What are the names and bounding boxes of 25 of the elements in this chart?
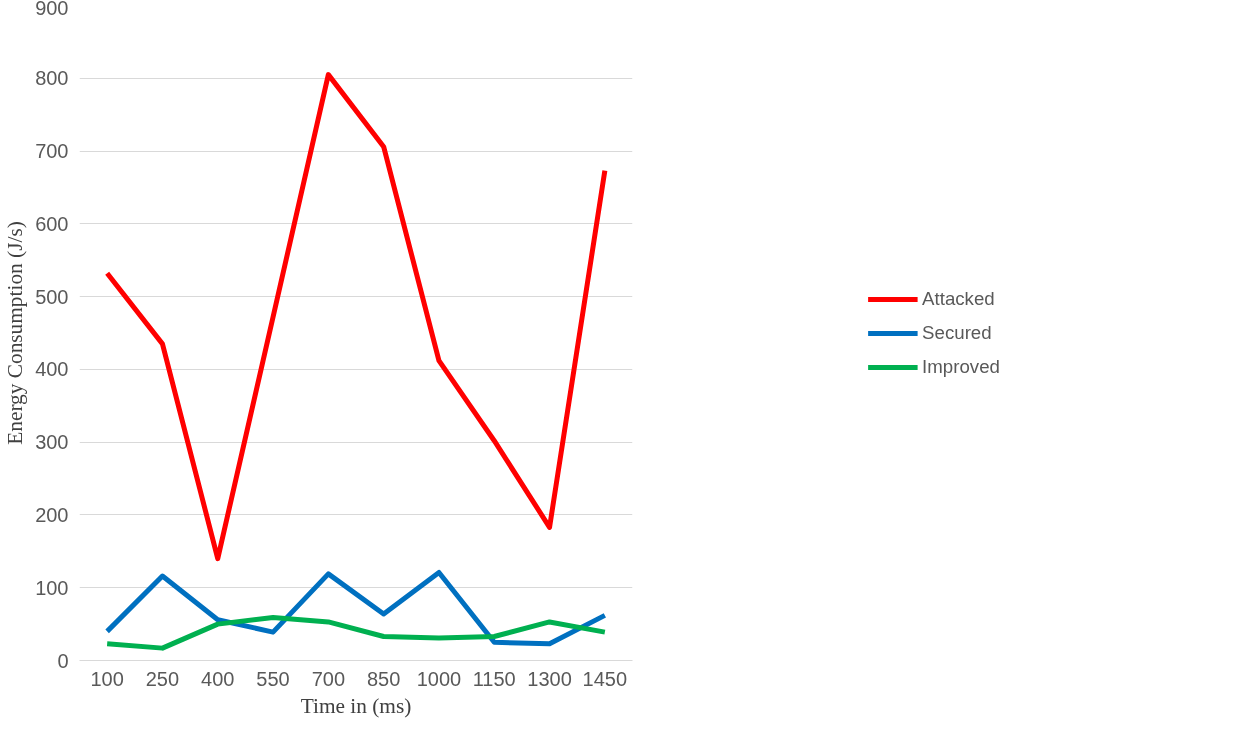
- y-tick-label: 700: [35, 140, 69, 163]
- y-tick-label: 900: [35, 0, 69, 19]
- y-axis-title: Energy Consumption (J/s): [3, 221, 28, 445]
- x-tick-label: 700: [311, 667, 346, 690]
- y-tick-label: 300: [35, 431, 69, 454]
- x-tick-label: 1450: [582, 667, 628, 690]
- x-tick-label: 550: [256, 667, 290, 690]
- x-tick-label: 100: [90, 667, 124, 690]
- x-tick-label: 1300: [527, 667, 572, 690]
- y-tick-label: 500: [35, 285, 69, 308]
- legend-label: Improved: [922, 355, 1000, 378]
- x-tick-label: 1150: [472, 667, 516, 690]
- legend-label: Secured: [922, 321, 992, 344]
- y-tick-label: 0: [57, 649, 69, 672]
- x-tick-label: 400: [201, 667, 235, 690]
- legend-label: Attacked: [922, 287, 995, 310]
- x-tick-label: 250: [145, 667, 180, 690]
- x-tick-label: 1000: [416, 667, 462, 690]
- y-tick-label: 800: [35, 67, 69, 90]
- y-tick-label: 100: [35, 576, 69, 599]
- x-tick-label: 850: [366, 667, 401, 690]
- y-tick-label: 200: [35, 503, 69, 526]
- y-tick-label: 600: [35, 212, 69, 235]
- y-tick-label: 400: [35, 358, 69, 381]
- x-axis-title: Time in (ms): [300, 693, 412, 718]
